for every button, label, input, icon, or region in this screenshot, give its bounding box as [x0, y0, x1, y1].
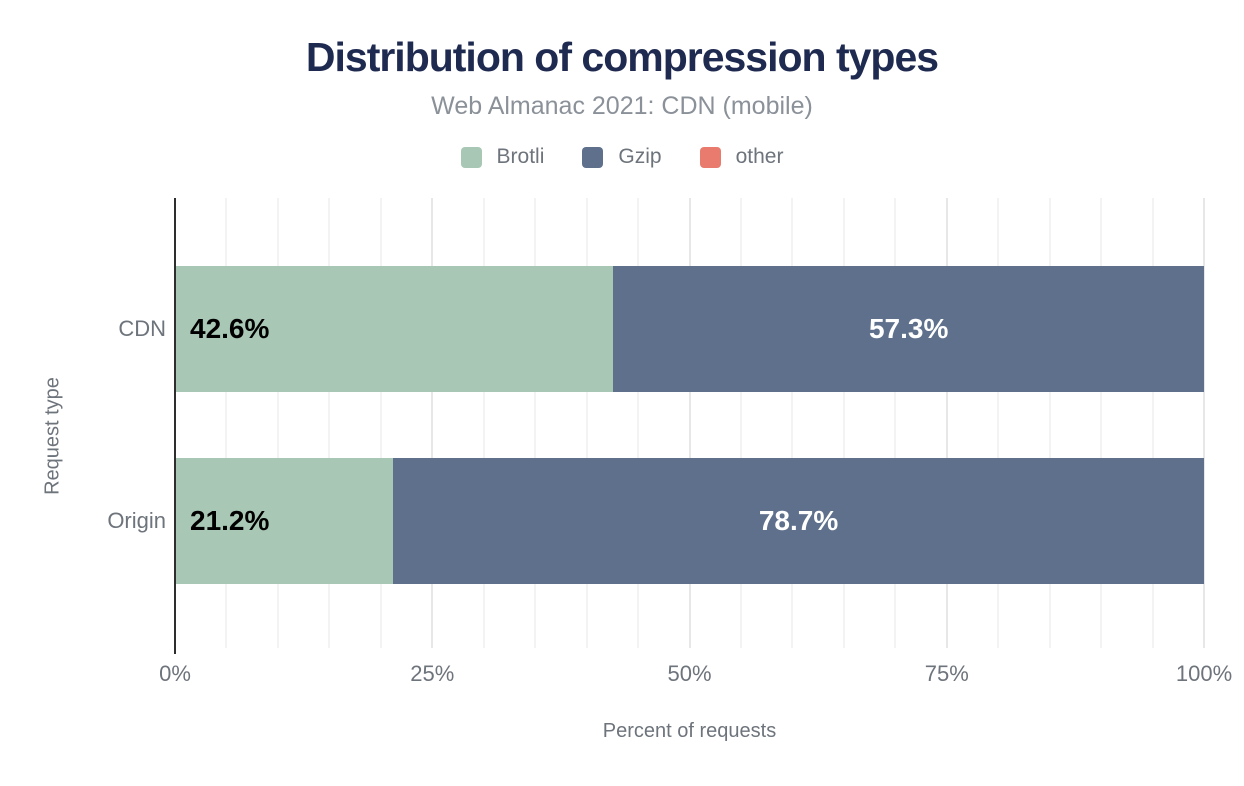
gridline [1151, 198, 1154, 648]
bar-segment-gzip[interactable]: 57.3% [613, 266, 1204, 392]
plot-area: 42.6% 57.3% 21.2% 78.7% [174, 198, 1205, 654]
bar-segment-brotli[interactable]: 21.2% [175, 458, 394, 584]
gridline [739, 198, 742, 648]
x-axis-title: Percent of requests [602, 720, 777, 742]
legend-item-gzip[interactable]: Gzip [582, 145, 662, 169]
gridline [482, 198, 485, 648]
bar-row-origin: 21.2% 78.7% [175, 458, 1204, 584]
gridline [791, 198, 794, 648]
x-tick-label: 100% [1175, 661, 1233, 686]
bar-segment-gzip[interactable]: 78.7% [393, 458, 1204, 584]
bar-segment-brotli[interactable]: 42.6% [175, 266, 614, 392]
legend-item-other[interactable]: other [699, 145, 784, 169]
x-tick-label: 25% [410, 661, 455, 686]
legend-label-other: other [735, 145, 784, 168]
brotli-swatch-icon [460, 146, 482, 168]
legend-label-brotli: Brotli [496, 145, 545, 168]
chart-subtitle: Web Almanac 2021: CDN (mobile) [431, 92, 813, 120]
chart-title: Distribution of compression types [305, 34, 939, 80]
legend-label-gzip: Gzip [618, 145, 662, 168]
gridline [534, 198, 537, 648]
y-category-label-cdn: CDN [118, 316, 166, 341]
other-swatch-icon [699, 146, 721, 168]
bar-value-label: 21.2% [190, 505, 270, 536]
gzip-swatch-icon [582, 146, 604, 168]
legend: Brotli Gzip other [0, 145, 1244, 169]
gridline [842, 198, 845, 648]
gridline [688, 198, 691, 648]
gridline [431, 198, 434, 648]
x-tick-label: 50% [667, 661, 712, 686]
gridline [1203, 198, 1205, 648]
gridline [225, 198, 228, 648]
x-tick-label: 75% [924, 661, 969, 686]
bar-row-cdn: 42.6% 57.3% [175, 266, 1204, 392]
gridline [894, 198, 897, 648]
x-tick-label: 0% [159, 661, 191, 686]
gridline [585, 198, 588, 648]
gridline [1048, 198, 1051, 648]
bar-value-label: 42.6% [190, 313, 270, 344]
gridline [328, 198, 331, 648]
gridline [637, 198, 640, 648]
y-axis-title: Request type [41, 377, 64, 495]
gridline [1100, 198, 1103, 648]
legend-item-brotli[interactable]: Brotli [460, 145, 545, 169]
bar-value-label: 57.3% [868, 313, 949, 344]
gridline [276, 198, 279, 648]
gridline [945, 198, 948, 648]
bar-value-label: 78.7% [758, 505, 839, 536]
y-category-label-origin: Origin [107, 508, 166, 533]
gridline [997, 198, 1000, 648]
gridline [379, 198, 382, 648]
y-axis-line [174, 198, 176, 654]
